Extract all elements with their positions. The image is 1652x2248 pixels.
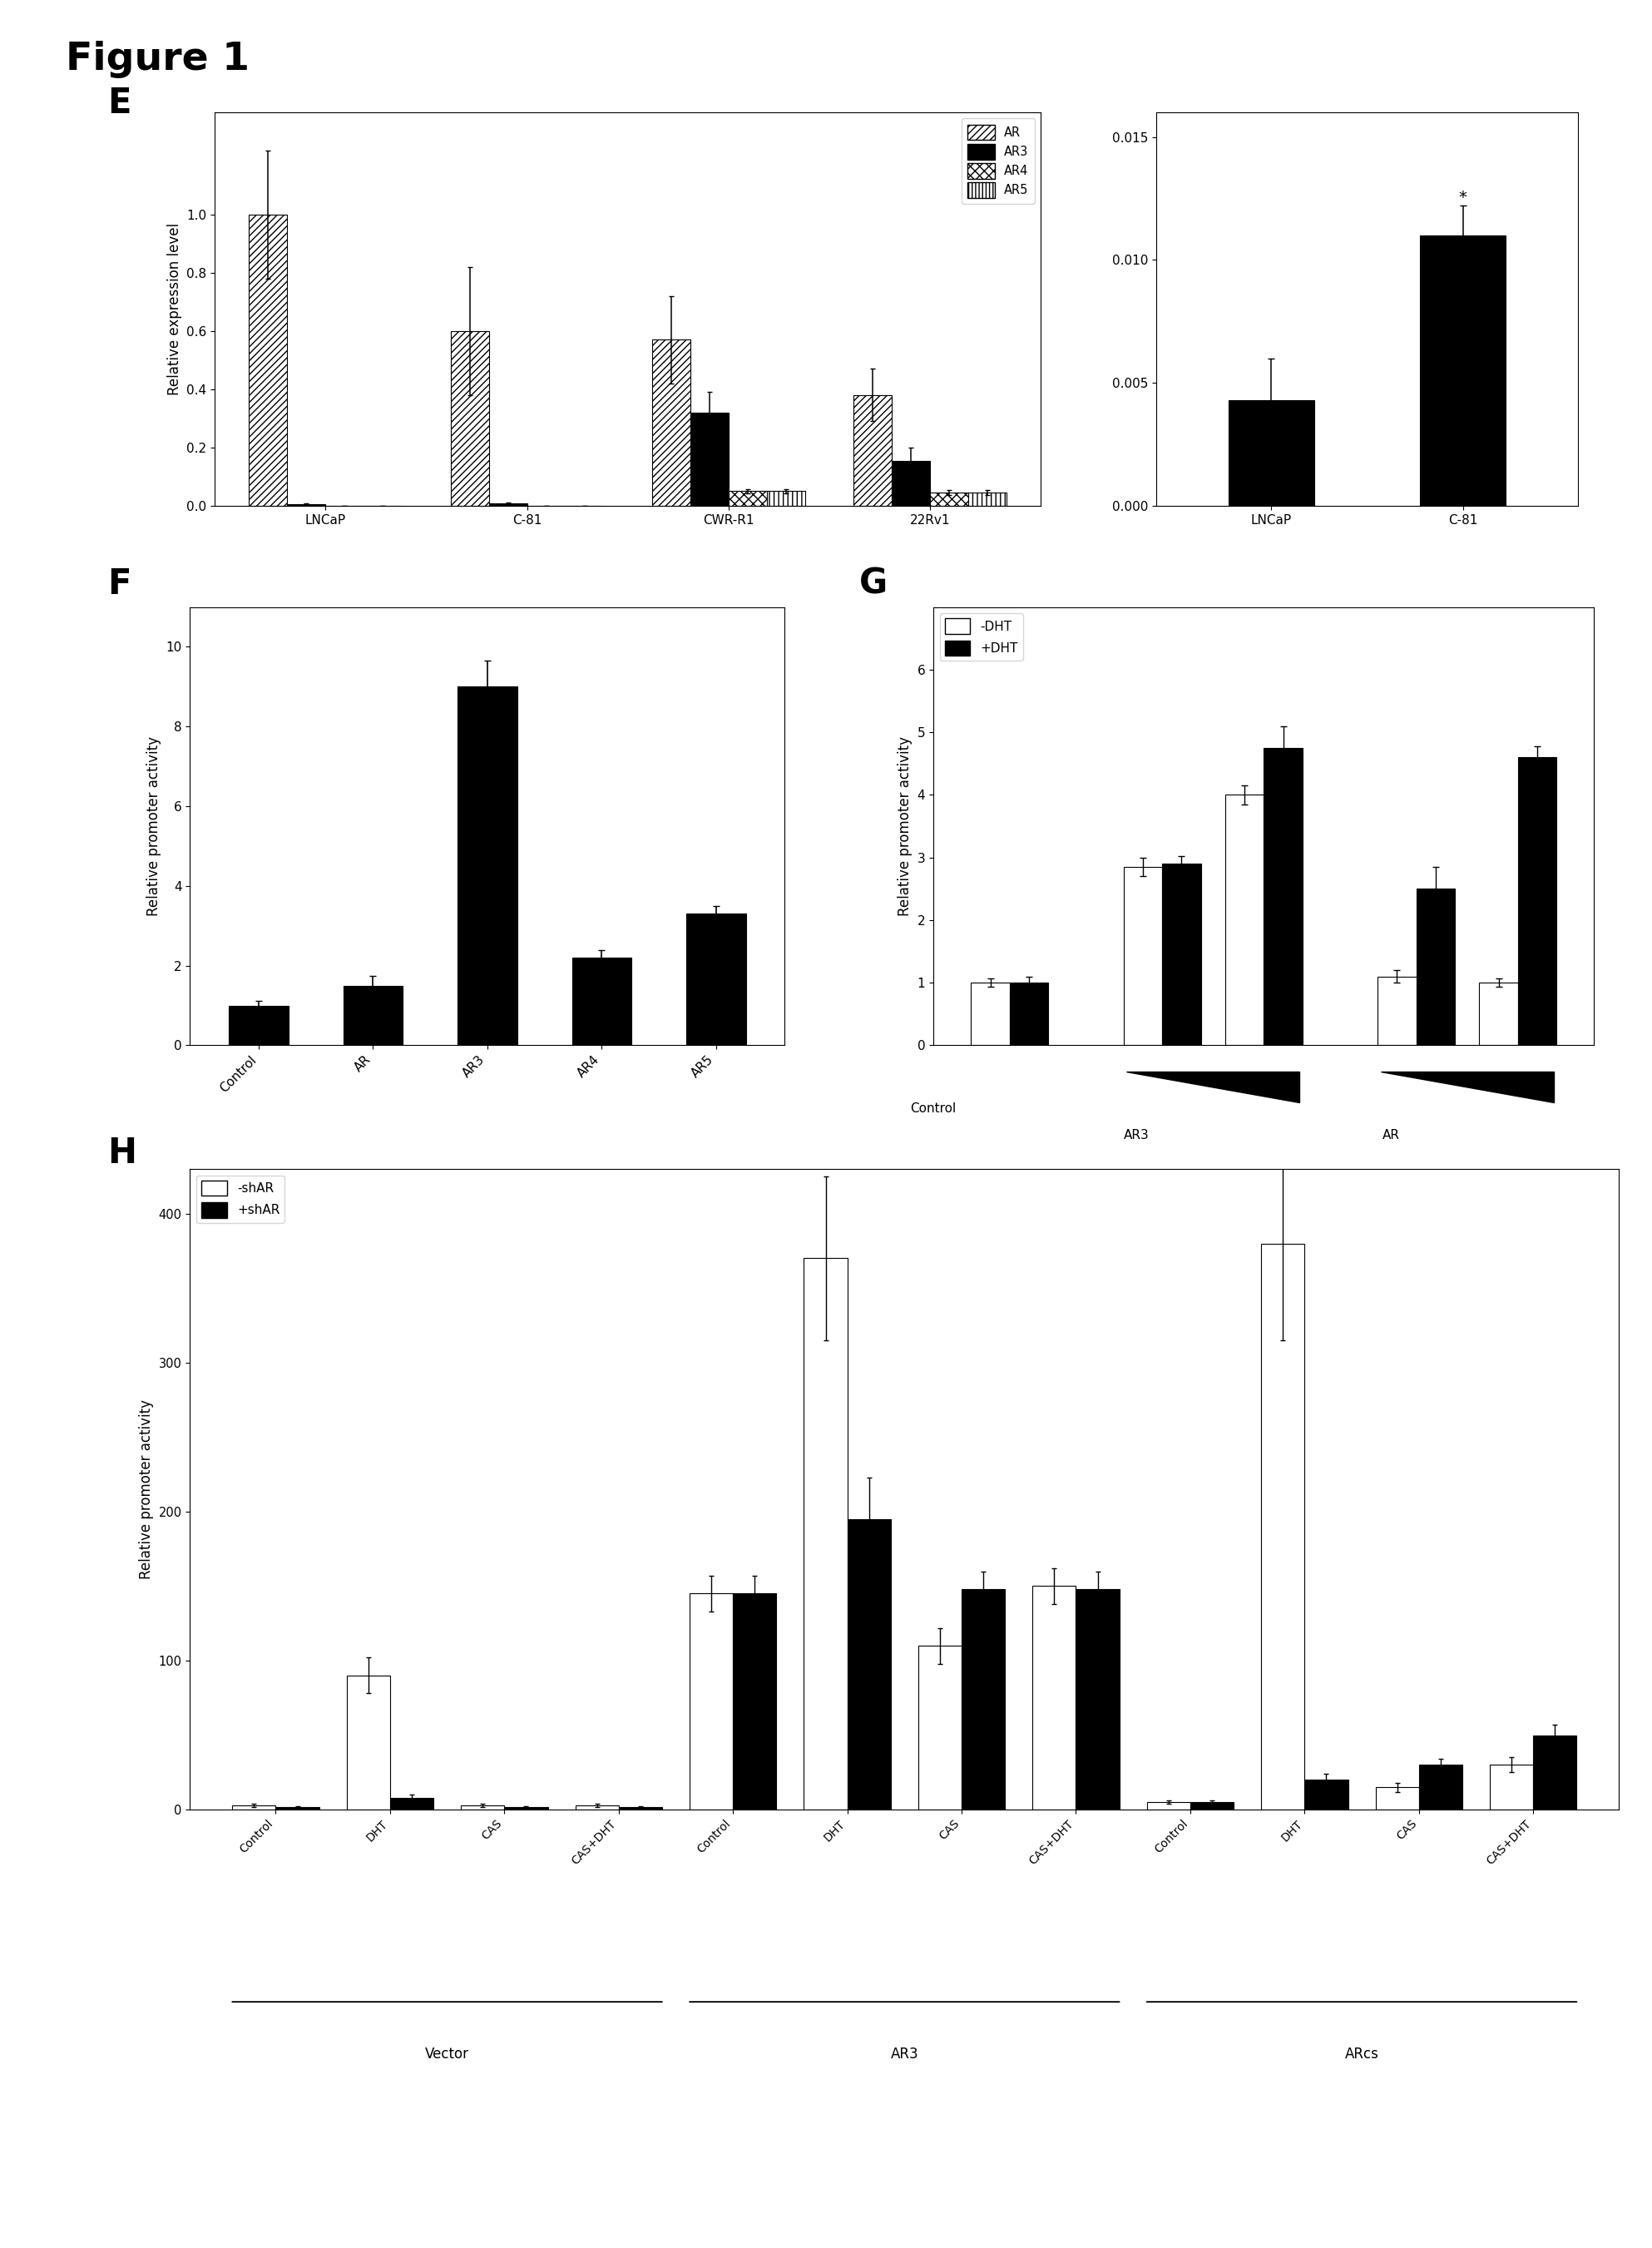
Bar (854, 396, 892, 506)
Bar (1533, 1735, 1576, 1810)
Bar (1264, 749, 1302, 1045)
Text: ARcs: ARcs (1345, 2046, 1379, 2061)
Bar (1419, 1765, 1462, 1810)
Bar (1378, 976, 1416, 1045)
Bar (686, 913, 745, 1045)
Text: Control: Control (910, 1102, 957, 1115)
Text: Vector: Vector (425, 2046, 469, 2061)
Bar (1009, 982, 1049, 1045)
Y-axis label: Relative expression level: Relative expression level (167, 223, 182, 396)
Bar (461, 1805, 504, 1810)
Bar (249, 214, 287, 506)
Text: AR3: AR3 (1123, 1128, 1150, 1142)
Bar (919, 1646, 961, 1810)
Bar (1416, 888, 1455, 1045)
Text: AR: AR (1383, 1128, 1399, 1142)
Bar (1260, 1243, 1305, 1810)
Bar (347, 1675, 390, 1810)
Bar (1032, 1587, 1075, 1810)
Bar (1518, 758, 1556, 1045)
Bar (451, 330, 489, 506)
Y-axis label: Relative promoter activity: Relative promoter activity (897, 737, 912, 915)
Bar (1305, 1780, 1348, 1810)
Bar (344, 985, 403, 1045)
Bar (653, 339, 691, 506)
Bar (729, 492, 767, 506)
Bar (233, 1805, 276, 1810)
Bar (689, 1594, 733, 1810)
Bar (1227, 400, 1315, 506)
Bar (1490, 1765, 1533, 1810)
Bar (1479, 982, 1518, 1045)
Bar (504, 1807, 548, 1810)
Text: G: G (859, 566, 887, 602)
Bar (961, 1589, 1004, 1810)
Y-axis label: Relative promoter activity: Relative promoter activity (147, 737, 162, 915)
Bar (390, 1798, 433, 1810)
Bar (575, 1805, 618, 1810)
Bar (1075, 1589, 1120, 1810)
Bar (847, 1520, 890, 1810)
Text: F: F (107, 566, 131, 602)
Text: Figure 1: Figure 1 (66, 40, 249, 79)
Bar (1189, 1803, 1234, 1810)
Text: H: H (107, 1135, 137, 1171)
Bar (1161, 863, 1201, 1045)
Text: E: E (107, 85, 131, 121)
Bar (572, 958, 631, 1045)
Bar (930, 492, 968, 506)
Bar (892, 461, 930, 506)
Bar (489, 504, 527, 506)
Bar (458, 686, 517, 1045)
Bar (276, 1807, 319, 1810)
Legend: AR, AR3, AR4, AR5: AR, AR3, AR4, AR5 (961, 119, 1034, 205)
Bar (1226, 796, 1264, 1045)
Y-axis label: Relative promoter activity: Relative promoter activity (139, 1401, 154, 1578)
Bar (733, 1594, 776, 1810)
Polygon shape (1381, 1072, 1553, 1102)
Legend: -DHT, +DHT: -DHT, +DHT (940, 614, 1023, 661)
Text: AR3: AR3 (890, 2046, 919, 2061)
Bar (805, 1259, 847, 1810)
Bar (971, 982, 1009, 1045)
Bar (1376, 1787, 1419, 1810)
Legend: -shAR, +shAR: -shAR, +shAR (197, 1176, 284, 1223)
Bar (230, 1005, 289, 1045)
Bar (618, 1807, 662, 1810)
Bar (1419, 236, 1507, 506)
Bar (1123, 868, 1161, 1045)
Bar (691, 414, 729, 506)
Bar (968, 492, 1006, 506)
Bar (1146, 1803, 1189, 1810)
Text: *: * (1459, 191, 1467, 207)
Polygon shape (1127, 1072, 1300, 1102)
Bar (767, 492, 805, 506)
